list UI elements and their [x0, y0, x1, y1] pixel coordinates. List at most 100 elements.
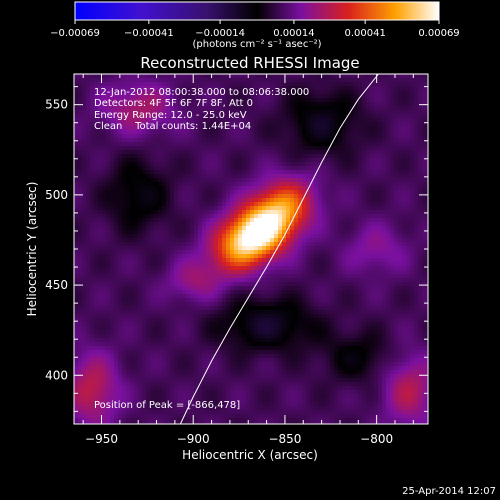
heatmap-cell: [146, 358, 151, 363]
heatmap-cell: [282, 398, 287, 403]
heatmap-cell: [246, 238, 251, 243]
heatmap-cell: [170, 78, 175, 83]
heatmap-cell: [150, 186, 155, 191]
heatmap-cell: [214, 342, 219, 347]
heatmap-cell: [218, 106, 223, 111]
heatmap-cell: [90, 378, 95, 383]
heatmap-cell: [90, 294, 95, 299]
heatmap-cell: [162, 222, 167, 227]
heatmap-cell: [242, 138, 247, 143]
heatmap-cell: [170, 370, 175, 375]
heatmap-cell: [146, 394, 151, 399]
heatmap-cell: [266, 142, 271, 147]
heatmap-cell: [186, 342, 191, 347]
heatmap-cell: [142, 78, 147, 83]
heatmap-cell: [250, 98, 255, 103]
heatmap-cell: [86, 126, 91, 131]
heatmap-cell: [270, 350, 275, 355]
heatmap-cell: [126, 138, 131, 143]
heatmap-cell: [270, 162, 275, 167]
heatmap-cell: [198, 330, 203, 335]
heatmap-cell: [178, 334, 183, 339]
heatmap-cell: [162, 186, 167, 191]
heatmap-cell: [294, 122, 299, 127]
heatmap-cell: [274, 138, 279, 143]
heatmap-cell: [126, 318, 131, 323]
heatmap-cell: [214, 258, 219, 263]
heatmap-cell: [258, 346, 263, 351]
heatmap-cell: [154, 194, 159, 199]
heatmap-cell: [82, 266, 87, 271]
heatmap-cell: [106, 282, 111, 287]
heatmap-cell: [138, 390, 143, 395]
heatmap-cell: [158, 346, 163, 351]
heatmap-cell: [266, 238, 271, 243]
heatmap-cell: [174, 94, 179, 99]
heatmap-cell: [126, 178, 131, 183]
heatmap-cell: [290, 178, 295, 183]
heatmap-cell: [126, 290, 131, 295]
heatmap-cell: [166, 262, 171, 267]
heatmap-cell: [286, 326, 291, 331]
heatmap-cell: [122, 166, 127, 171]
heatmap-cell: [230, 210, 235, 215]
heatmap-cell: [222, 170, 227, 175]
heatmap-cell: [134, 250, 139, 255]
heatmap-cell: [162, 134, 167, 139]
heatmap-cell: [114, 322, 119, 327]
heatmap-cell: [174, 118, 179, 123]
heatmap-cell: [114, 202, 119, 207]
heatmap-cell: [282, 394, 287, 399]
heatmap-cell: [74, 286, 79, 291]
heatmap-cell: [94, 226, 99, 231]
heatmap-cell: [262, 262, 267, 267]
heatmap-cell: [210, 162, 215, 167]
heatmap-cell: [194, 166, 199, 171]
heatmap-cell: [254, 318, 259, 323]
heatmap-cell: [262, 110, 267, 115]
heatmap-cell: [270, 278, 275, 283]
heatmap-cell: [230, 198, 235, 203]
heatmap-cell: [198, 254, 203, 259]
heatmap-cell: [250, 146, 255, 151]
heatmap-cell: [270, 146, 275, 151]
heatmap-cell: [162, 298, 167, 303]
heatmap-cell: [146, 214, 151, 219]
heatmap-cell: [194, 410, 199, 415]
heatmap-cell: [114, 350, 119, 355]
heatmap-cell: [126, 250, 131, 255]
heatmap-cell: [106, 422, 111, 424]
heatmap-cell: [118, 98, 123, 103]
heatmap-cell: [270, 186, 275, 191]
heatmap-cell: [142, 194, 147, 199]
heatmap-cell: [242, 82, 247, 87]
heatmap-cell: [158, 78, 163, 83]
heatmap-cell: [234, 226, 239, 231]
heatmap-cell: [222, 114, 227, 119]
heatmap-cell: [74, 402, 79, 407]
heatmap-cell: [190, 358, 195, 363]
heatmap-cell: [278, 350, 283, 355]
heatmap-cell: [218, 82, 223, 87]
heatmap-cell: [150, 214, 155, 219]
heatmap-cell: [86, 130, 91, 135]
heatmap-cell: [102, 158, 107, 163]
heatmap-cell: [142, 286, 147, 291]
heatmap-cell: [78, 282, 83, 287]
heatmap-cell: [166, 190, 171, 195]
heatmap-cell: [190, 198, 195, 203]
heatmap-cell: [178, 134, 183, 139]
heatmap-cell: [210, 386, 215, 391]
heatmap-cell: [130, 290, 135, 295]
heatmap-cell: [226, 358, 231, 363]
heatmap-cell: [158, 194, 163, 199]
heatmap-cell: [178, 278, 183, 283]
heatmap-cell: [186, 190, 191, 195]
heatmap-cell: [122, 186, 127, 191]
heatmap-cell: [126, 410, 131, 415]
heatmap-cell: [218, 122, 223, 127]
heatmap-cell: [222, 318, 227, 323]
heatmap-cell: [206, 314, 211, 319]
heatmap-cell: [210, 370, 215, 375]
heatmap-cell: [222, 382, 227, 387]
